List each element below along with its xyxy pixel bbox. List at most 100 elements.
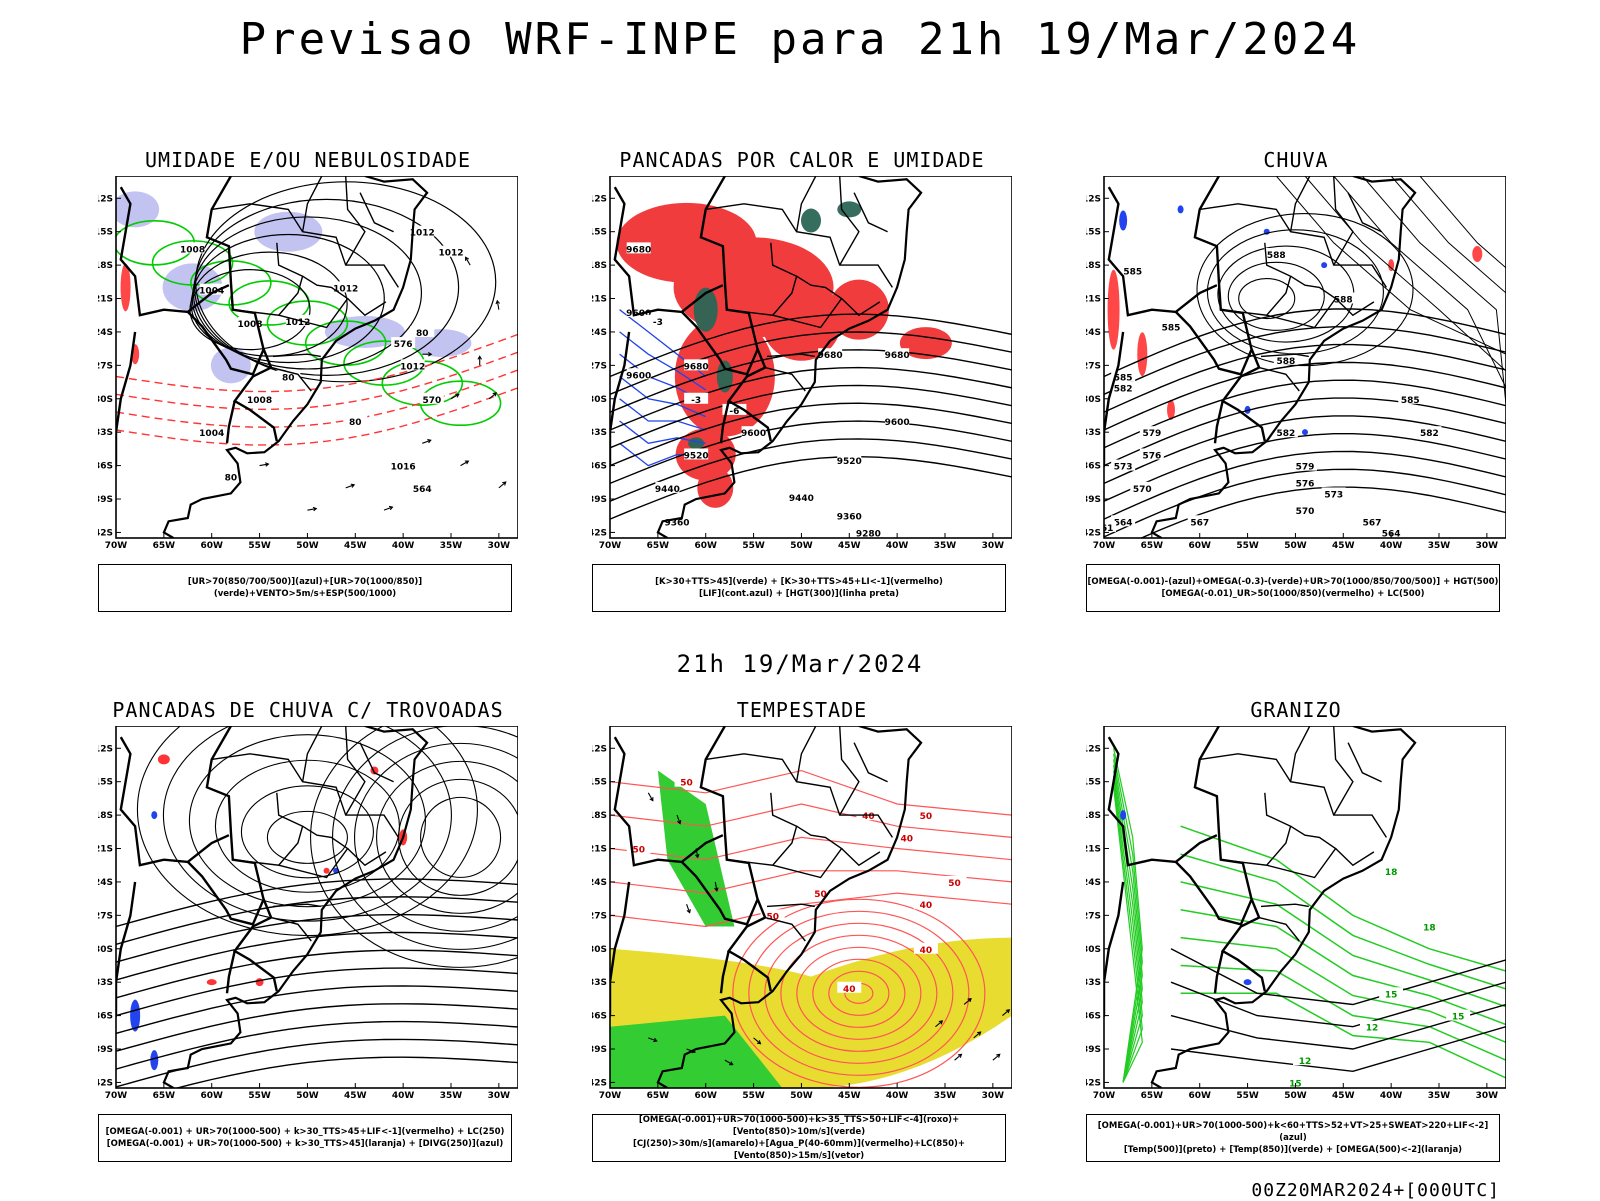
state-border: [766, 353, 815, 358]
lon-tick-label: 50W: [296, 541, 319, 548]
legend-line-1: [OMEGA(-0.001)+UR>70(1000-500)+k<60+TTS>…: [1097, 1121, 1489, 1143]
wind-vector: [676, 814, 681, 824]
wind-vector-head: [492, 392, 497, 397]
state-border: [853, 742, 888, 783]
legend-line-1: [OMEGA(-0.001)-(azul)+OMEGA(-0.3)-(verde…: [1087, 577, 1499, 587]
lon-tick-label: 55W: [248, 1091, 271, 1098]
coastline-east: [1150, 726, 1417, 1088]
wind-vector: [647, 792, 654, 801]
lat-tick-label: 21S: [98, 295, 113, 305]
state-border: [839, 176, 860, 266]
lc-contour: [764, 922, 954, 1064]
wind-vector: [259, 463, 269, 467]
contour-line: [1104, 308, 1506, 378]
label-bg: [1139, 426, 1164, 438]
country-border: [119, 186, 230, 317]
contour-label: 50: [920, 812, 933, 822]
contour-label: 582: [1276, 429, 1295, 439]
panel-legend: [OMEGA(-0.001) + UR>70(1000-500) + k>30_…: [98, 1114, 512, 1162]
lat-tick-label: 36S: [592, 462, 607, 472]
contour-label: 1008: [180, 245, 205, 255]
contour-label: 50: [814, 890, 827, 900]
label-bg: [655, 481, 680, 493]
state-border: [1266, 275, 1337, 329]
contour-label: 9600: [626, 371, 651, 381]
contour-label: 588: [1267, 251, 1286, 261]
lat-tick-label: 27S: [98, 911, 113, 921]
contour-label: 80: [416, 329, 429, 339]
streamline: [1419, 176, 1506, 438]
state-border: [301, 176, 323, 232]
country-border: [1107, 186, 1218, 317]
lat-tick-label: 39S: [98, 495, 113, 505]
contour-line: [1104, 433, 1506, 502]
label-bg: [218, 470, 243, 482]
contour-label: 80: [282, 373, 295, 383]
label-bg: [837, 509, 862, 521]
contour-line: [1104, 415, 1506, 485]
state-border: [705, 753, 893, 838]
contour-label: 9600: [741, 429, 766, 439]
lat-tick-label: 18S: [98, 261, 113, 271]
lon-tick-label: 70W: [599, 541, 622, 548]
country-border: [225, 400, 236, 444]
wind-vector-head: [686, 909, 691, 914]
lon-tick-label: 30W: [982, 541, 1005, 548]
lif-contour: [619, 420, 706, 444]
label-bg: [808, 887, 833, 899]
lat-tick-label: 39S: [592, 495, 607, 505]
humidity-area: [162, 263, 223, 312]
label-bg: [1398, 392, 1423, 404]
contour-label: 12: [1299, 1057, 1312, 1067]
label-bg: [1417, 920, 1442, 932]
lat-tick-label: 30S: [1086, 395, 1101, 405]
lat-tick-label: 27S: [592, 361, 607, 371]
label-bg: [333, 281, 358, 293]
contour-line: [116, 913, 518, 963]
contour-label: 570: [1296, 507, 1315, 517]
contour-line: [116, 1020, 518, 1070]
lon-tick-label: 65W: [153, 1091, 176, 1098]
wind-vector-head: [729, 1061, 734, 1066]
state-border: [270, 366, 312, 392]
country-border: [610, 881, 631, 1019]
lon-tick-label: 65W: [1141, 541, 1164, 548]
state-border: [272, 353, 321, 358]
wind-vector: [935, 1020, 943, 1028]
contour-label: 18: [1385, 868, 1398, 878]
lon-tick-label: 45W: [838, 1091, 861, 1098]
streamline: [266, 810, 348, 864]
label-bg: [199, 426, 224, 438]
lat-tick-label: 39S: [592, 1045, 607, 1055]
panel-title: PANCADAS DE CHUVA C/ TROVOADAS: [112, 698, 504, 722]
wind-vector: [686, 904, 691, 913]
wind-vector-head: [455, 393, 460, 398]
pressure-isobar: [190, 251, 348, 357]
contour-label: 50: [632, 846, 645, 856]
lat-tick-label: 12S: [592, 194, 607, 204]
country-border: [699, 176, 772, 442]
contour-label: 9520: [684, 451, 709, 461]
label-bg: [913, 898, 938, 910]
label-bg: [1379, 864, 1404, 876]
lat-tick-label: 33S: [1086, 978, 1101, 988]
state-border: [1266, 825, 1337, 879]
country-border: [186, 861, 265, 926]
temp-850-contour: [1113, 781, 1143, 1083]
map-frame: [115, 726, 518, 1089]
panel-chuva: CHUVA 588 588 585 588 585 582 585 582 579 576 573 5…: [1086, 148, 1506, 618]
lon-tick-label: 35W: [1428, 1091, 1451, 1098]
contour-label: 1004: [199, 287, 224, 297]
page-title: Previsao WRF-INPE para 21h 19/Mar/2024: [239, 14, 1361, 65]
map-background: [1104, 726, 1506, 1088]
contour-label: 15: [1385, 990, 1398, 1000]
lat-tick-label: 42S: [98, 1078, 113, 1088]
wind-vector: [307, 508, 317, 511]
contour-label: 9680: [626, 245, 651, 255]
state-border: [772, 825, 843, 879]
label-bg: [684, 359, 709, 371]
label-bg: [1417, 426, 1442, 438]
coastline-east: [656, 726, 923, 1088]
wind-vector: [450, 393, 460, 400]
label-bg: [391, 337, 416, 349]
